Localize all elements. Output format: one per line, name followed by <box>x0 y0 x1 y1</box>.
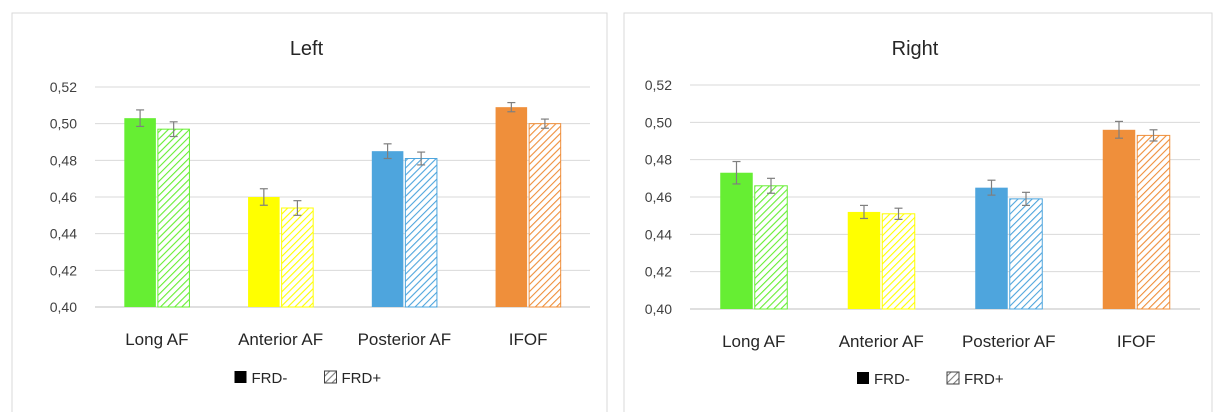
legend-swatch-frd <box>234 371 247 383</box>
y-tick-label: 0,52 <box>645 77 672 93</box>
bar-ifof-frd <box>1102 129 1136 309</box>
y-tick-label: 0,50 <box>50 116 77 132</box>
bar-long-af-frd <box>720 172 753 309</box>
y-tick-label: 0,46 <box>50 189 77 205</box>
bar-posterior-af-frd <box>404 158 438 308</box>
bar-posterior-af-frd <box>1009 198 1043 310</box>
y-tick-label: 0,42 <box>645 264 672 280</box>
bar-ifof-frd <box>495 107 528 308</box>
chart-panel-right: Right 0,40 0,42 0,44 0,46 0,48 0,50 0,52 Long AF… <box>623 12 1213 412</box>
chart-panel-left: Left 0,40 0,42 0,44 0,46 0,48 0,50 0,52 Long AF A… <box>11 12 608 412</box>
bar-anterior-af-frd <box>881 213 916 310</box>
legend-swatch-frd <box>946 371 960 385</box>
bar-long-af-frd <box>157 128 190 308</box>
bar-ifof-frd <box>528 123 562 308</box>
legend-label-frd: FRD- <box>874 371 910 388</box>
x-tick-label: Posterior AF <box>358 330 452 349</box>
x-tick-label: Long AF <box>125 330 188 349</box>
bar-long-af-frd <box>754 185 788 310</box>
legend-label-frd: FRD+ <box>964 371 1004 388</box>
bar-posterior-af-frd <box>371 151 404 307</box>
bar-long-af-frd <box>124 118 156 308</box>
bar-anterior-af-frd <box>847 211 881 309</box>
legend-swatch-frd <box>857 372 869 384</box>
x-tick-label: Anterior AF <box>238 330 323 349</box>
y-tick-label: 0,42 <box>50 262 77 278</box>
y-tick-label: 0,46 <box>645 189 672 205</box>
bar-anterior-af-frd <box>281 207 314 308</box>
legend-label-frd: FRD- <box>252 370 288 387</box>
y-tick-label: 0,50 <box>645 114 672 130</box>
chart-title: Left <box>290 38 324 60</box>
bar-ifof-frd <box>1136 134 1171 310</box>
y-tick-label: 0,40 <box>50 299 77 315</box>
y-tick-label: 0,48 <box>645 152 672 168</box>
x-tick-label: IFOF <box>509 330 548 349</box>
y-tick-label: 0,52 <box>50 79 77 95</box>
y-tick-label: 0,48 <box>50 152 77 168</box>
x-tick-label: Anterior AF <box>839 332 924 351</box>
x-tick-label: Posterior AF <box>962 332 1056 351</box>
chart-title: Right <box>892 38 939 60</box>
x-tick-label: IFOF <box>1117 332 1156 351</box>
legend-label-frd: FRD+ <box>342 370 382 387</box>
y-tick-label: 0,44 <box>50 226 77 242</box>
bar-posterior-af-frd <box>975 187 1008 309</box>
bar-anterior-af-frd <box>248 197 280 307</box>
legend: FRD- FRD+ <box>234 370 382 387</box>
x-tick-label: Long AF <box>722 332 785 351</box>
y-tick-label: 0,40 <box>645 301 672 317</box>
legend: FRD- FRD+ <box>857 371 1004 388</box>
legend-swatch-frd <box>324 370 337 384</box>
y-tick-label: 0,44 <box>645 226 672 242</box>
